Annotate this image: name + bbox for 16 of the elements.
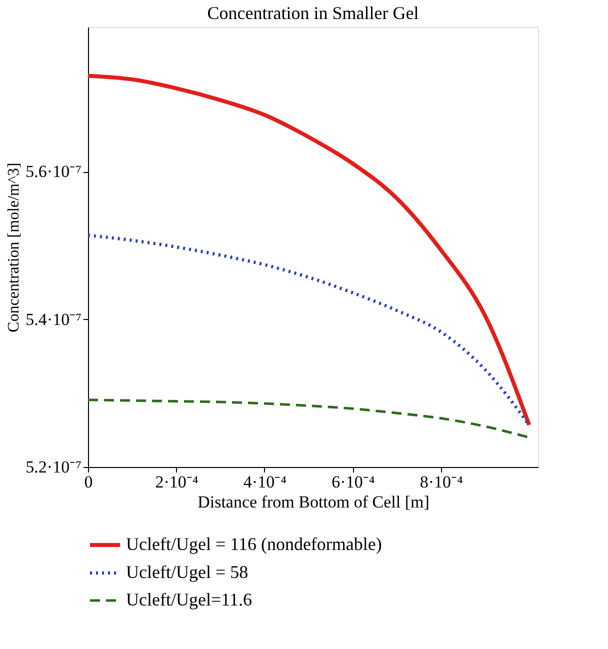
- y-tick-label: 5.6·10⁻⁷: [26, 162, 82, 182]
- x-axis-title: Distance from Bottom of Cell [m]: [198, 492, 430, 512]
- x-tick-label: 2·10⁻⁴: [155, 472, 198, 492]
- chart-title: Concentration in Smaller Gel: [207, 3, 419, 23]
- line-series: [86, 398, 530, 439]
- y-tick-label: 5.2·10⁻⁷: [26, 458, 82, 476]
- x-tick-label: 4·10⁻⁴: [243, 472, 287, 492]
- legend-label: Ucleft/Ugel = 116 (nondeformable): [126, 534, 382, 554]
- legend-label: Ucleft/Ugel = 58: [126, 562, 248, 582]
- x-tick-label: 8·10⁻⁴: [420, 472, 464, 492]
- y-axis-title: Concentration [mole/m^3]: [6, 162, 23, 332]
- y-tick-label: 5.4·10⁻⁷: [26, 310, 82, 329]
- x-tick-label: 6·10⁻⁴: [332, 472, 375, 492]
- line-series: [86, 74, 532, 427]
- x-tick-label: 0: [84, 472, 93, 492]
- legend-label: Ucleft/Ugel=11.6: [126, 590, 252, 610]
